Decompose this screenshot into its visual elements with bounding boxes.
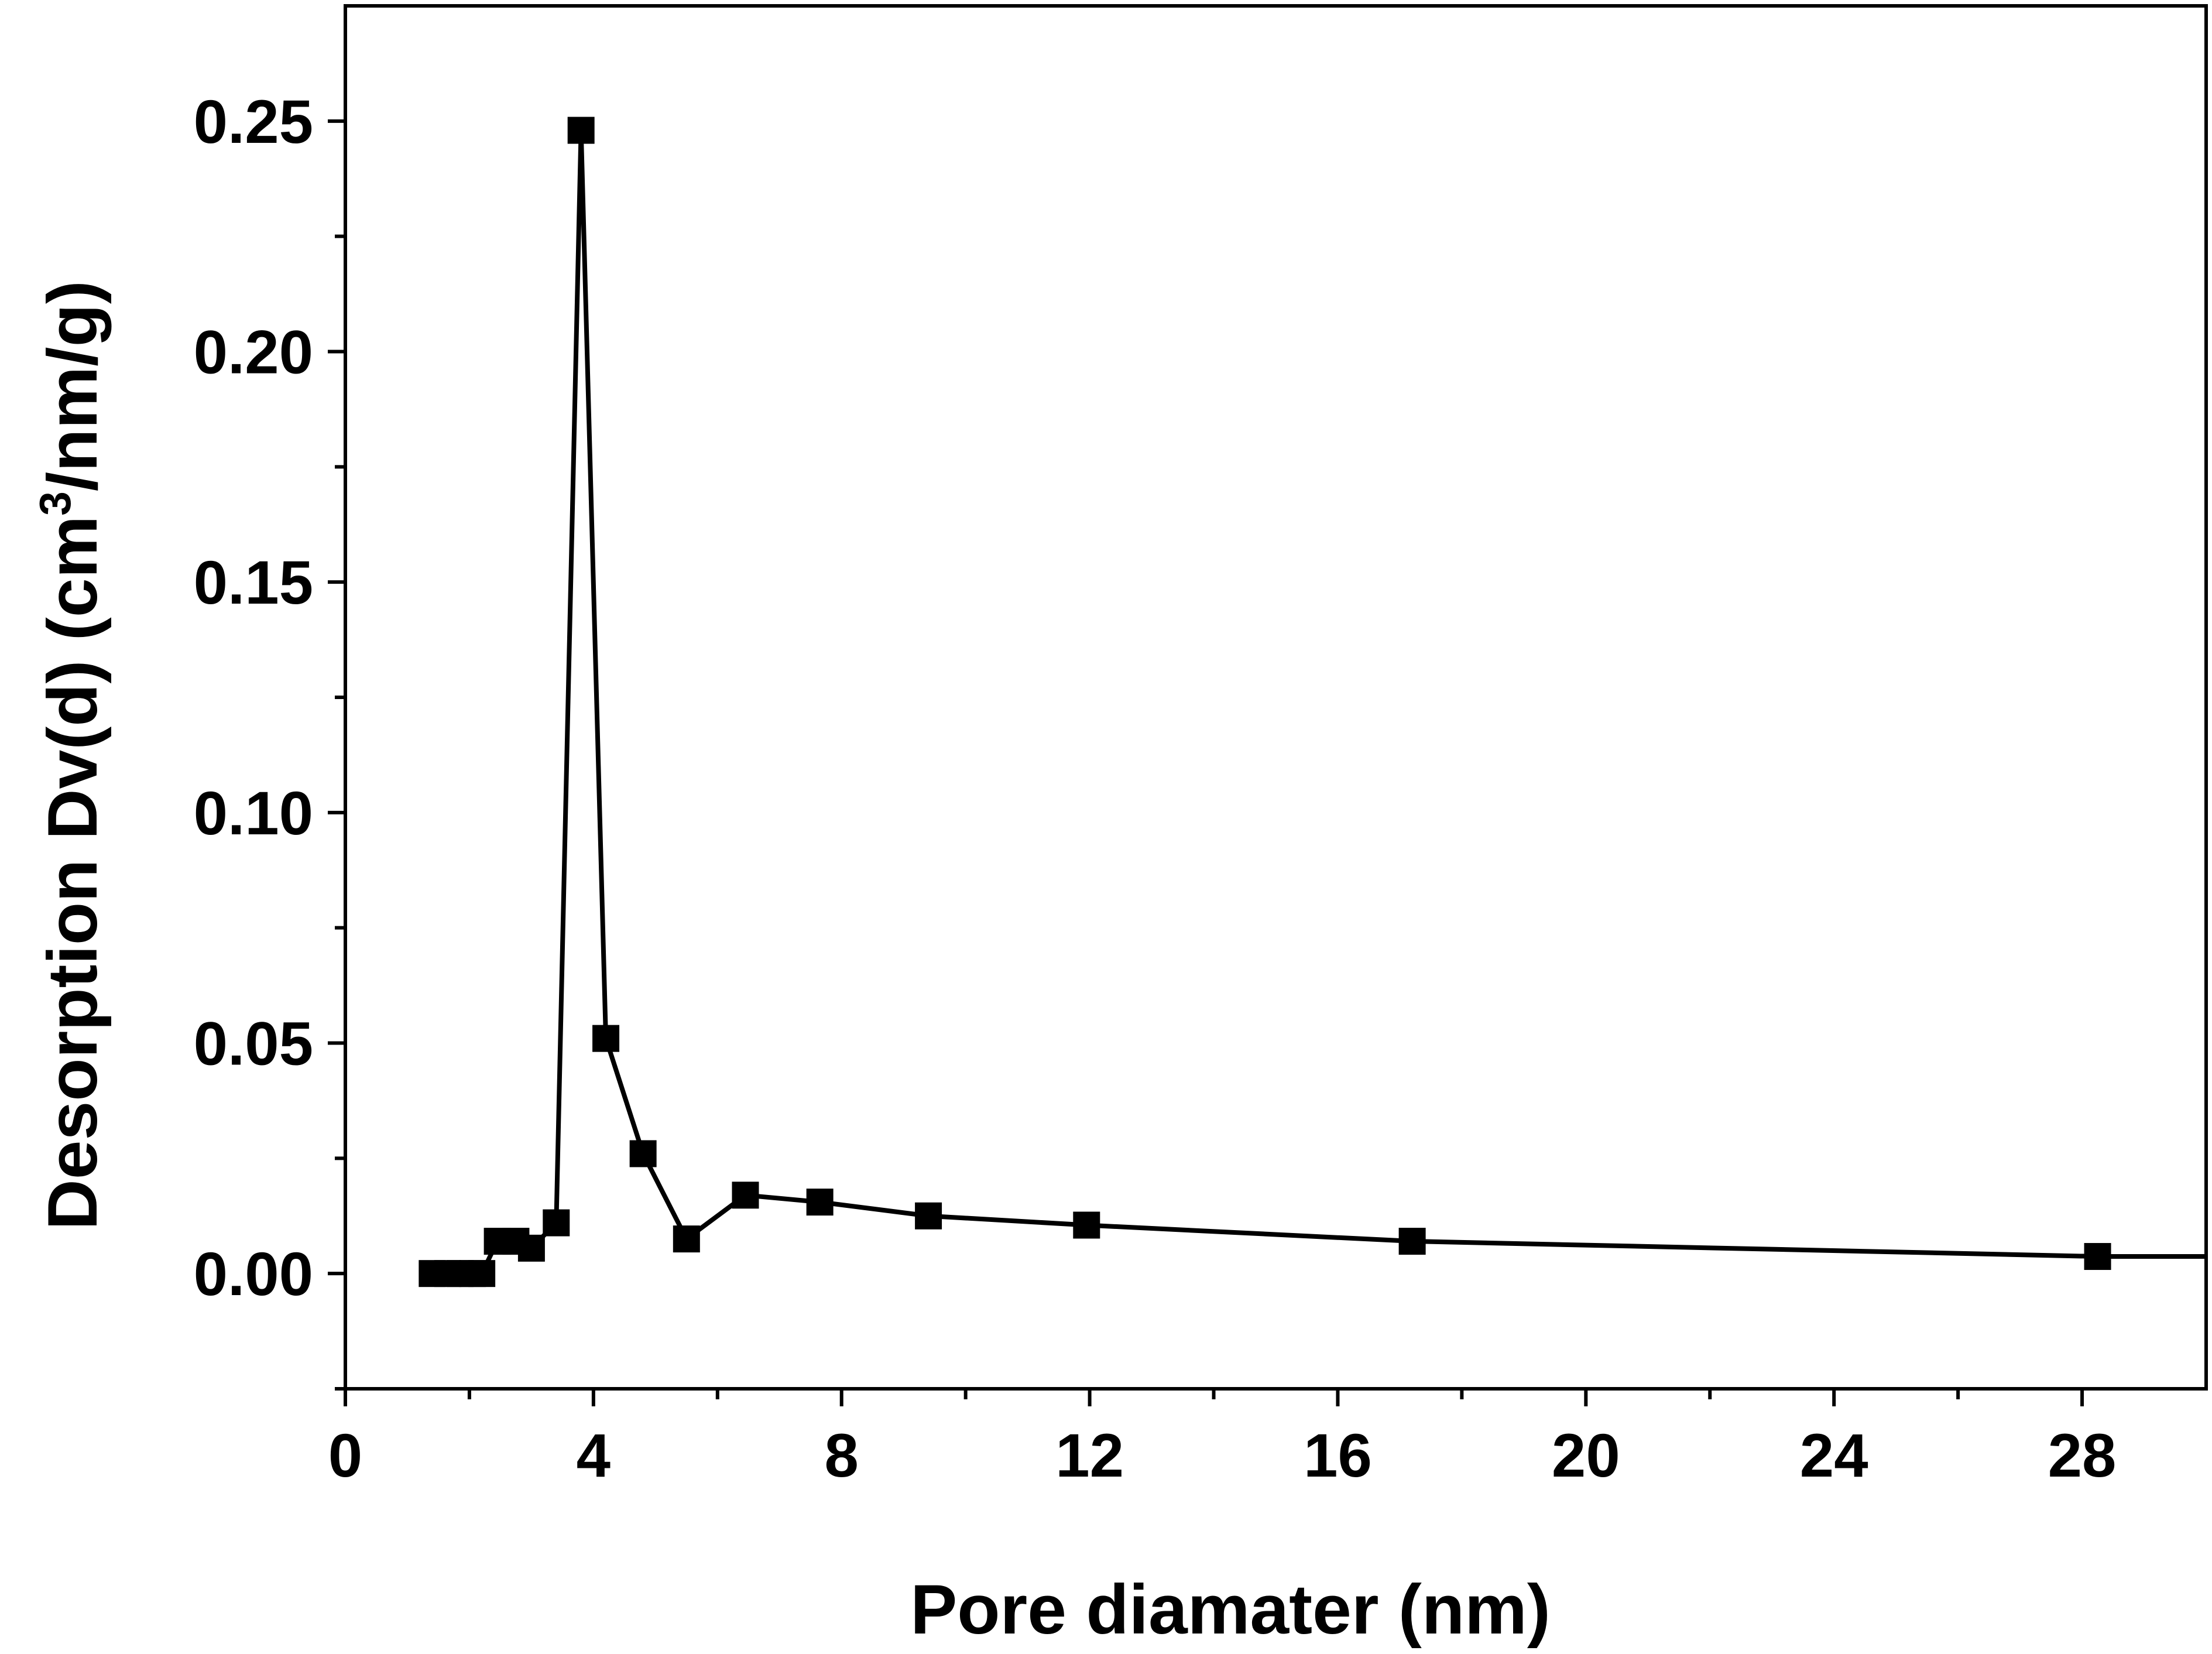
y-tick-label: 0.20 (194, 319, 313, 387)
data-point (543, 1209, 570, 1237)
x-tick-label: 24 (1800, 1422, 1868, 1490)
data-point (1073, 1211, 1100, 1239)
data-point (915, 1202, 942, 1230)
x-tick-label: 8 (825, 1422, 859, 1490)
y-tick-labels: 0.00 0.05 0.10 0.15 0.20 0.25 (194, 88, 313, 1309)
y-axis-title-tail: /nm/g) (33, 280, 112, 491)
data-point (1398, 1228, 1426, 1255)
data-point (592, 1025, 620, 1052)
y-tick-label: 0.15 (194, 549, 313, 617)
data-point (673, 1225, 700, 1253)
data-point (629, 1140, 657, 1167)
data-point (468, 1260, 496, 1287)
x-tick-label: 28 (2048, 1422, 2117, 1490)
y-axis-title-main: Desorption Dv(d) (cm (33, 516, 112, 1230)
y-tick-label: 0.25 (194, 88, 313, 156)
data-series (419, 117, 2206, 1287)
x-axis-title: Pore diamater (nm) (910, 1570, 1551, 1649)
x-tick-label: 20 (1552, 1422, 1620, 1490)
plot-frame (344, 4, 2208, 1391)
x-tick-label: 12 (1055, 1422, 1124, 1490)
y-axis-title-superscript: 3 (30, 491, 80, 516)
plot-border (344, 4, 2208, 1391)
data-point (732, 1182, 759, 1209)
x-tick-label: 0 (328, 1422, 362, 1490)
data-point (806, 1189, 834, 1216)
axis-ticks (328, 119, 2084, 1406)
x-tick-labels: 0 4 8 12 16 20 24 28 (328, 1422, 2117, 1490)
y-tick-label: 0.05 (194, 1010, 313, 1078)
x-tick-label: 16 (1304, 1422, 1372, 1490)
data-point (2084, 1243, 2111, 1271)
data-point (567, 117, 595, 144)
series-line (432, 128, 2206, 1276)
y-tick-label: 0.10 (194, 779, 313, 848)
data-point (517, 1234, 545, 1262)
y-axis-title: Desorption Dv(d) (cm3/nm/g) (30, 280, 112, 1230)
x-tick-label: 4 (577, 1422, 611, 1490)
y-tick-label: 0.00 (194, 1240, 313, 1309)
